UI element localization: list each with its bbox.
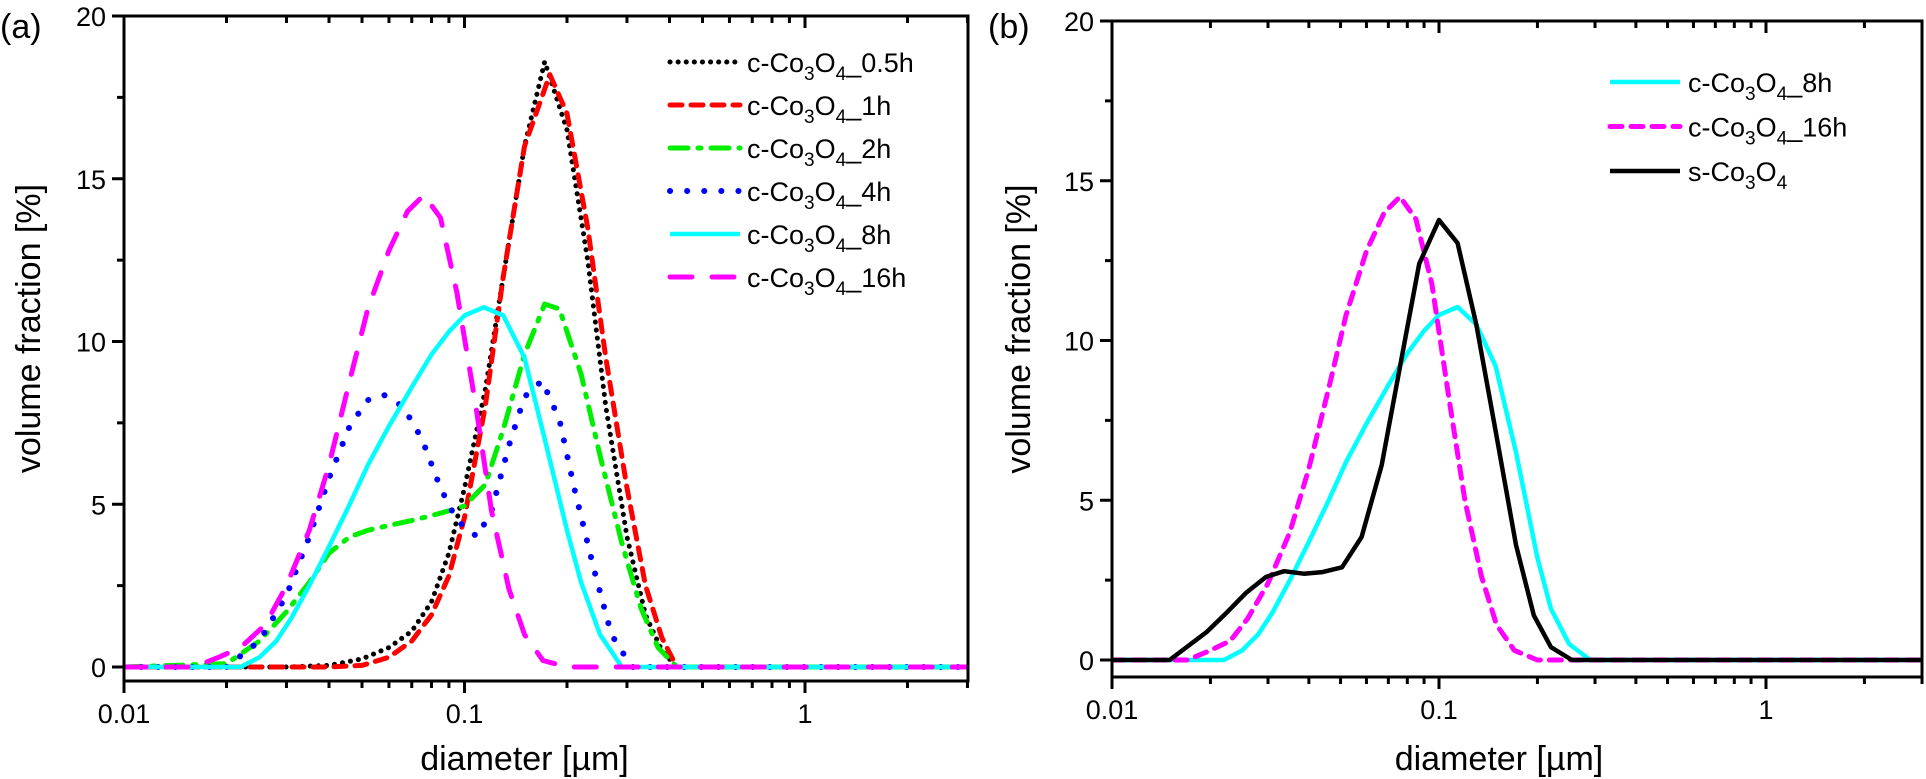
legend-entry-label: c-Co3O4_1h bbox=[747, 91, 891, 128]
plot-frame bbox=[1110, 19, 1924, 679]
panel-label: (b) bbox=[988, 8, 1030, 46]
x-tick-label: 1 bbox=[797, 699, 812, 729]
series-line-c-co3o4-16h bbox=[124, 192, 968, 670]
y-axis-title: volume fraction [%] bbox=[1000, 184, 1038, 473]
legend: c-Co3O4_8h c-Co3O4_16h s-Co3O4 bbox=[1607, 68, 1847, 194]
y-tick-label: 20 bbox=[1064, 7, 1094, 37]
x-axis-title: diameter [µm] bbox=[1395, 740, 1604, 778]
series-line-c-co3o4-2h bbox=[124, 301, 968, 670]
series-group bbox=[124, 59, 968, 670]
legend-entry-label: c-Co3O4_4h bbox=[747, 177, 891, 214]
legend-entry-label: c-Co3O4_8h bbox=[747, 220, 891, 257]
x-axis-title: diameter [µm] bbox=[420, 740, 629, 778]
y-tick-label: 5 bbox=[1079, 486, 1094, 516]
y-tick-label: 15 bbox=[1064, 167, 1094, 197]
series-line-s-co3o4 bbox=[1112, 217, 1922, 663]
x-tick-label: 0.1 bbox=[446, 699, 484, 729]
x-tick-label: 0.1 bbox=[1420, 695, 1458, 725]
y-tick-label: 15 bbox=[76, 165, 106, 195]
series-line-c-co3o4-8h bbox=[1112, 304, 1922, 663]
series-line-c-co3o4-1h bbox=[124, 72, 968, 670]
legend: c-Co3O4_0.5h c-Co3O4_1h c-Co3O4_2h c-Co3O4_… bbox=[667, 48, 914, 300]
series-line-c-co3o4-4h bbox=[124, 377, 968, 670]
legend-entry-label: c-Co3O4_16h bbox=[747, 263, 906, 300]
x-tick-label: 1 bbox=[1758, 695, 1773, 725]
series-line-c-co3o4-16h bbox=[1112, 194, 1922, 663]
legend-entry-label: c-Co3O4_16h bbox=[1688, 113, 1847, 150]
panel-label: (a) bbox=[0, 8, 42, 46]
y-tick-label: 10 bbox=[1064, 327, 1094, 357]
x-tick-label: 0.01 bbox=[98, 699, 151, 729]
legend-entry-label: c-Co3O4_2h bbox=[747, 134, 891, 171]
series-group bbox=[1112, 194, 1922, 663]
x-tick-label: 0.01 bbox=[1086, 695, 1139, 725]
y-tick-label: 10 bbox=[76, 328, 106, 358]
series-line-c-co3o4-8h bbox=[124, 305, 968, 670]
legend-entry-label: c-Co3O4_0.5h bbox=[747, 48, 914, 85]
y-tick-label: 0 bbox=[91, 653, 106, 683]
y-tick-label: 5 bbox=[91, 490, 106, 520]
y-tick-label: 0 bbox=[1079, 646, 1094, 676]
legend-entry-label: s-Co3O4 bbox=[1688, 157, 1788, 194]
legend-entry-label: c-Co3O4_8h bbox=[1688, 68, 1832, 105]
y-axis-title: volume fraction [%] bbox=[10, 184, 48, 473]
plot-frame bbox=[122, 14, 970, 683]
y-tick-label: 20 bbox=[76, 2, 106, 32]
